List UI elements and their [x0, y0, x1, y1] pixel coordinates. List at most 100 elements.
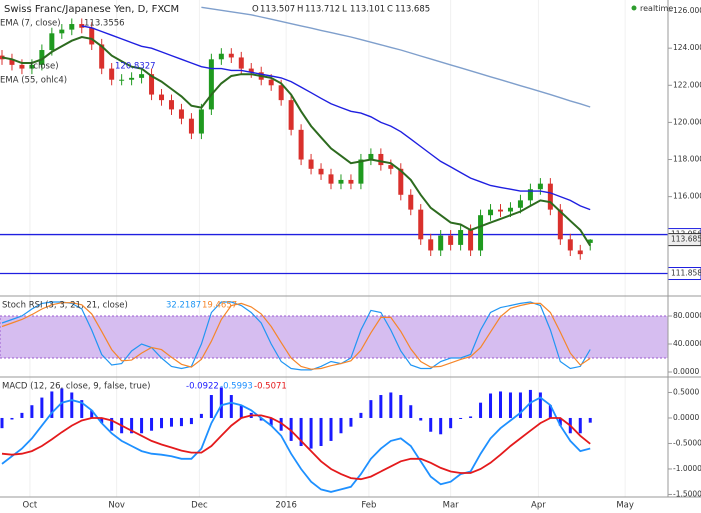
histogram-bar [219, 387, 223, 418]
candle-body [507, 207, 513, 212]
histogram-bar [469, 416, 473, 418]
histogram-bar [289, 417, 293, 441]
histogram-bar [209, 395, 213, 418]
histogram-bar [518, 392, 522, 418]
chart-title: Swiss Franc/Japanese Yen, D, FXCM [4, 4, 179, 15]
candle-body [577, 250, 583, 255]
candle-body [49, 33, 55, 51]
y-tick-label: -0.5000 [673, 438, 701, 447]
candle-body [358, 159, 364, 184]
histogram-bar [489, 393, 493, 418]
series-line [1, 35, 592, 247]
histogram-bar [309, 417, 313, 449]
candle-body [298, 129, 304, 160]
y-tick-label: -1.5000 [673, 489, 701, 498]
histogram-bar [369, 400, 373, 418]
ohlc-key: H [297, 5, 303, 15]
series-line [1, 301, 591, 371]
histogram-bar [189, 417, 193, 425]
y-tick-label: 0.0000 [673, 413, 699, 422]
candle-body [99, 44, 105, 69]
candle-body [338, 179, 344, 184]
y-tick-label: 0.0000 [673, 367, 699, 376]
ohlc-key: C [387, 5, 393, 15]
histogram-bar [399, 395, 403, 418]
candle-body [89, 27, 95, 45]
legend-value: 19.4657 [202, 301, 237, 311]
candle-body [149, 74, 155, 95]
histogram-bar [439, 417, 443, 435]
ohlc-key: O [252, 5, 259, 15]
candle-body [288, 100, 294, 130]
marks [0, 6, 668, 493]
legend-value: 120.8327 [115, 62, 156, 72]
series-line [1, 302, 591, 370]
ohlc-key: L [342, 5, 347, 15]
candle-body [567, 239, 573, 251]
histogram-bar [229, 395, 233, 418]
ohlc-value: 113.101 [350, 5, 385, 15]
x-tick-label: Apr [531, 501, 546, 511]
candle-body [59, 29, 65, 34]
candle-body [527, 189, 533, 201]
histogram-bar [449, 417, 453, 429]
candle-body [438, 235, 444, 251]
candle-body [378, 153, 384, 166]
candle-body [39, 50, 45, 65]
candle-body [119, 79, 125, 81]
histogram-bar [359, 412, 363, 418]
x-tick-label: May [616, 501, 634, 511]
legend-label: EMA (7, close) [0, 19, 61, 29]
histogram-bar [389, 392, 393, 418]
x-tick-label: Mar [443, 501, 460, 511]
candle-body [478, 215, 484, 251]
histogram-bar [538, 392, 542, 418]
candle-body [178, 109, 184, 119]
candle-body [139, 74, 145, 78]
realtime-dot [631, 5, 637, 11]
series-line [1, 396, 591, 493]
y-tick-label: 116.000 [673, 192, 701, 201]
histogram-bar [40, 397, 44, 418]
ohlc-value: 113.712 [305, 5, 340, 15]
histogram-bar [299, 417, 303, 447]
histogram-bar [429, 417, 433, 432]
labels: Oct Nov Dec 2016 Feb Mar Apr May 116.000 118.000 1… [0, 4, 701, 511]
candle-body [418, 209, 424, 240]
histogram-bar [130, 417, 134, 434]
candle-body [208, 59, 214, 110]
histogram-bar [30, 405, 34, 418]
x-tick-label: Nov [108, 501, 125, 511]
legend-label: (close) [30, 62, 59, 72]
histogram-bar [479, 402, 483, 418]
candle-body [159, 94, 165, 101]
price-label: 113.685 [671, 235, 701, 244]
candle-body [79, 24, 85, 28]
candle-body [248, 68, 254, 73]
candle-body [498, 209, 504, 212]
histogram-bar [239, 405, 243, 418]
histogram-bar [459, 417, 463, 419]
x-tick-label: 2016 [275, 501, 297, 511]
y-tick-label: 0.5000 [673, 387, 699, 396]
candle-body [587, 239, 593, 243]
candle-body [328, 174, 334, 184]
histogram-bar [588, 417, 592, 423]
x-tick-label: Oct [23, 501, 38, 511]
level-label: 111.858 [671, 269, 701, 278]
histogram-bar [50, 391, 54, 418]
series-line [201, 6, 591, 108]
candle-body [268, 79, 274, 86]
histogram-bar [70, 392, 74, 418]
y-tick-label: 118.000 [673, 155, 701, 164]
x-tick-label: Feb [361, 501, 376, 511]
candle-body [318, 168, 324, 175]
histogram-bar [499, 391, 503, 418]
histogram-bar [259, 417, 263, 421]
histogram-bar [140, 417, 144, 434]
histogram-bar [169, 417, 173, 427]
y-tick-label: -1.0000 [673, 464, 701, 473]
candle-body [517, 200, 523, 208]
candle-body [198, 109, 204, 134]
